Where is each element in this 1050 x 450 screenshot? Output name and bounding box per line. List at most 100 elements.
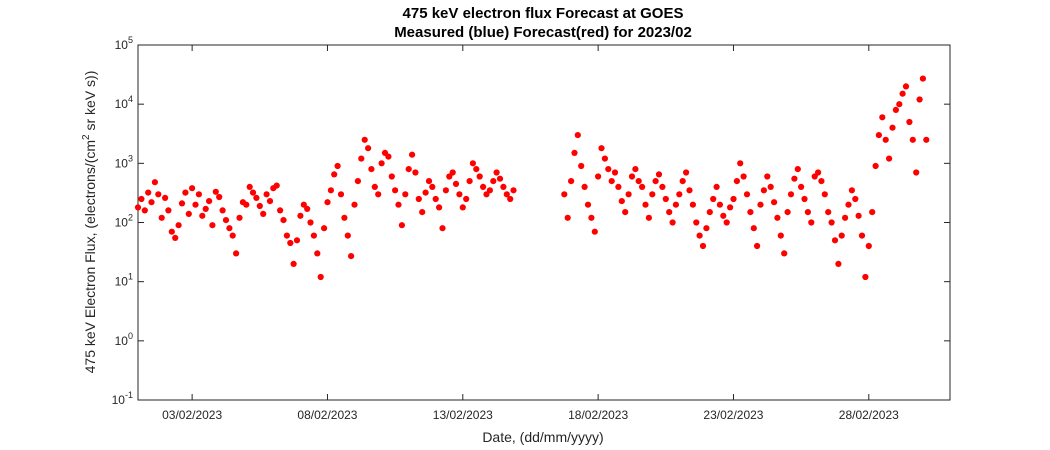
data-point [875, 132, 883, 139]
data-point [750, 225, 757, 232]
data-point [510, 187, 517, 194]
data-point [463, 195, 470, 203]
data-point [141, 207, 148, 214]
data-point [452, 180, 460, 187]
plot-area [137, 44, 951, 401]
data-point [896, 101, 903, 108]
data-point [578, 162, 585, 170]
data-point [686, 187, 693, 194]
data-point [233, 250, 240, 257]
data-point [375, 191, 382, 198]
data-point [151, 179, 158, 186]
data-point [923, 136, 930, 143]
data-point [138, 195, 145, 203]
data-point [192, 201, 199, 208]
data-point [798, 183, 805, 190]
data-point [392, 187, 399, 194]
data-point [354, 178, 361, 185]
data-point [314, 250, 321, 257]
data-point [473, 166, 480, 173]
data-point [145, 189, 152, 196]
y-tick-label-exp: 5 [128, 35, 133, 45]
data-point [388, 173, 395, 180]
data-point [283, 232, 290, 239]
data-point [683, 169, 690, 176]
data-point [206, 198, 213, 205]
data-point [385, 153, 392, 160]
data-point [172, 234, 179, 241]
data-point [456, 191, 463, 198]
data-point [341, 214, 348, 221]
y-tick-label-base: 10 [115, 97, 129, 111]
data-point [639, 183, 646, 190]
data-point [628, 173, 636, 180]
data-point [872, 162, 879, 170]
data-point [253, 194, 260, 201]
data-point [595, 173, 602, 180]
data-point [344, 232, 351, 239]
data-point [902, 83, 910, 90]
data-point [848, 187, 856, 194]
data-point [155, 191, 162, 198]
y-tick-label-base: 10 [115, 334, 129, 348]
data-point [913, 169, 920, 176]
data-point [632, 166, 639, 173]
data-point [304, 205, 311, 212]
data-point [222, 217, 230, 224]
y-tick-label: 103 [115, 153, 133, 170]
data-point [280, 217, 287, 224]
data-point [706, 209, 713, 216]
data-point [815, 169, 822, 176]
data-point [561, 191, 568, 198]
data-point [212, 188, 219, 195]
y-tick-label: 104 [115, 94, 133, 111]
data-point [134, 204, 142, 211]
data-point [310, 232, 317, 239]
data-point [168, 228, 175, 235]
x-axis-label: Date, (dd/mm/yyyy) [482, 429, 603, 445]
data-point [273, 182, 280, 189]
data-point [178, 200, 186, 207]
data-point [263, 191, 270, 198]
data-point [503, 191, 510, 198]
data-point [476, 173, 483, 180]
data-point [713, 183, 720, 190]
data-point [317, 273, 324, 281]
y-tick-label-base: 10 [115, 38, 129, 52]
data-point [216, 193, 223, 201]
data-point [791, 175, 798, 182]
x-tick-label: 13/02/2023 [433, 408, 493, 422]
data-point [162, 194, 169, 201]
data-point [838, 232, 845, 239]
data-point [703, 225, 710, 232]
data-point [439, 225, 446, 232]
data-point [764, 173, 771, 180]
data-point [919, 75, 927, 82]
y-tick-label-exp: 3 [128, 153, 133, 163]
data-point [226, 225, 233, 232]
data-point [679, 178, 686, 185]
data-point [324, 199, 331, 206]
data-point [852, 195, 859, 203]
data-point [821, 191, 828, 198]
x-tick-label: 08/02/2023 [297, 408, 357, 422]
data-point [659, 183, 666, 190]
y-tick-label: 102 [115, 213, 133, 230]
y-tick-label-exp: 0 [128, 331, 133, 341]
data-point [588, 214, 595, 221]
data-point [429, 183, 436, 190]
data-point [723, 219, 730, 226]
data-point [287, 239, 294, 247]
data-point [425, 178, 433, 185]
data-point [757, 201, 764, 208]
data-point [189, 185, 196, 192]
data-point [666, 209, 673, 216]
data-point [297, 212, 304, 219]
data-point [581, 183, 588, 190]
data-point [591, 228, 598, 235]
data-point [490, 178, 497, 185]
data-point [831, 237, 839, 244]
y-tick-label-base: 10 [115, 156, 129, 170]
data-point [601, 155, 609, 162]
